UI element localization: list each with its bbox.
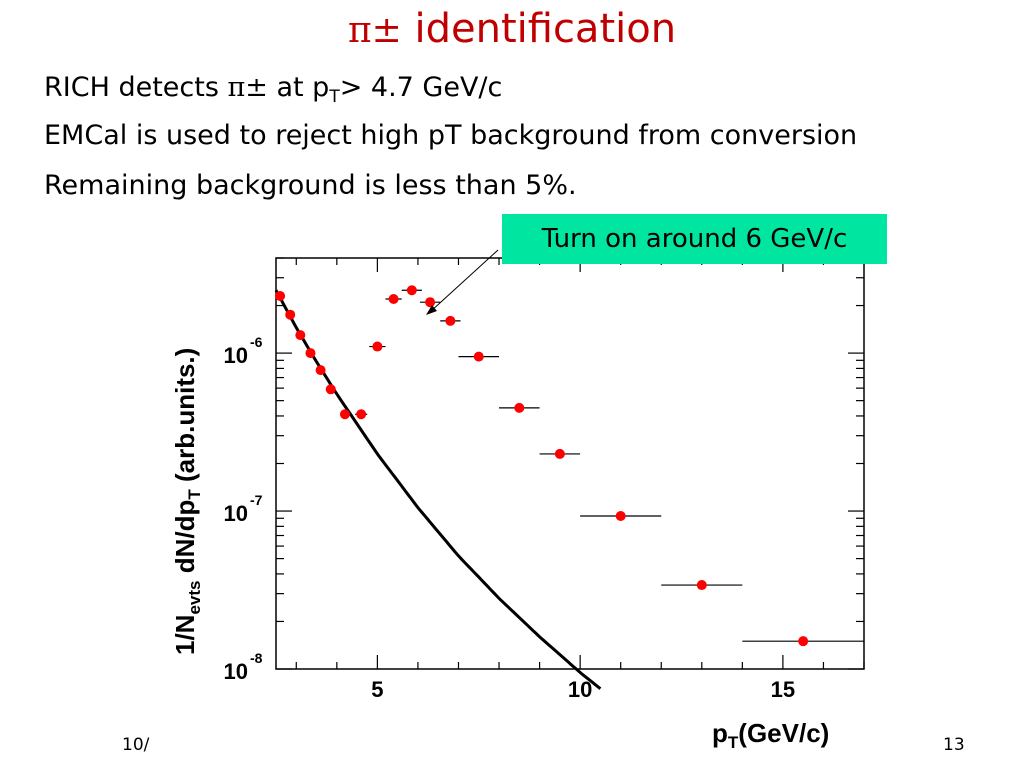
bullet-rich-pre: RICH detects: [44, 72, 228, 103]
y-tick-label: 10: [224, 659, 248, 684]
slide-title: π± identification: [0, 6, 1024, 52]
data-point: [425, 297, 436, 308]
page-number: 13: [943, 735, 965, 755]
data-point: [445, 315, 456, 326]
data-point: [305, 348, 316, 359]
y-tick-label: 10: [224, 501, 248, 526]
data-point: [325, 384, 336, 395]
plot-frame: [275, 257, 865, 670]
data-points: [275, 285, 864, 647]
data-point: [406, 285, 417, 296]
callout-arrow-line: [429, 249, 499, 313]
x-tick-labels: 5 10 15: [371, 677, 795, 702]
y-axis-label: 1/Nevts dN/dpT (arb.units.): [170, 348, 204, 655]
footer-date: 10/: [122, 735, 150, 755]
bullet-background: Remaining background is less than 5%.: [44, 170, 577, 201]
data-point: [275, 290, 286, 301]
bullet-rich-mid: at p: [267, 72, 330, 103]
title-pi-symbol: π±: [347, 10, 402, 51]
data-point: [295, 330, 306, 341]
callout-arrowhead: [426, 305, 437, 315]
data-point: [696, 580, 707, 591]
bullet-rich-pi: π±: [227, 72, 268, 103]
data-point: [388, 294, 399, 305]
y-tick-label: 10: [224, 343, 248, 368]
y-tick-exponent: -8: [250, 650, 263, 666]
data-point: [473, 351, 484, 362]
data-point: [615, 511, 626, 522]
x-tick-label: 5: [371, 677, 383, 702]
data-point: [315, 365, 326, 376]
turn-on-callout: Turn on around 6 GeV/c: [502, 214, 887, 264]
x-tick-label: 15: [771, 677, 795, 702]
data-point: [798, 636, 809, 647]
bullet-rich-sub: T: [329, 87, 340, 107]
x-axis-label: pT(GeV/c): [712, 718, 829, 752]
data-point: [339, 409, 350, 420]
y-tick-exponent: -6: [250, 334, 263, 350]
y-tick-exponent: -7: [250, 492, 263, 508]
fit-curve: [274, 289, 602, 690]
bullet-rich: RICH detects π± at pT> 4.7 GeV/c: [44, 72, 502, 107]
data-point: [554, 448, 565, 459]
data-point: [372, 341, 383, 352]
title-text: identification: [401, 6, 677, 52]
x-tick-label: 10: [568, 677, 592, 702]
data-point: [285, 309, 296, 320]
y-tick-labels: 10-610-710-8: [224, 334, 263, 684]
data-point: [514, 402, 525, 413]
bullet-emcal: EMCal is used to reject high pT backgrou…: [44, 120, 858, 151]
bullet-rich-post: > 4.7 GeV/c: [339, 72, 503, 103]
data-point: [356, 409, 367, 420]
